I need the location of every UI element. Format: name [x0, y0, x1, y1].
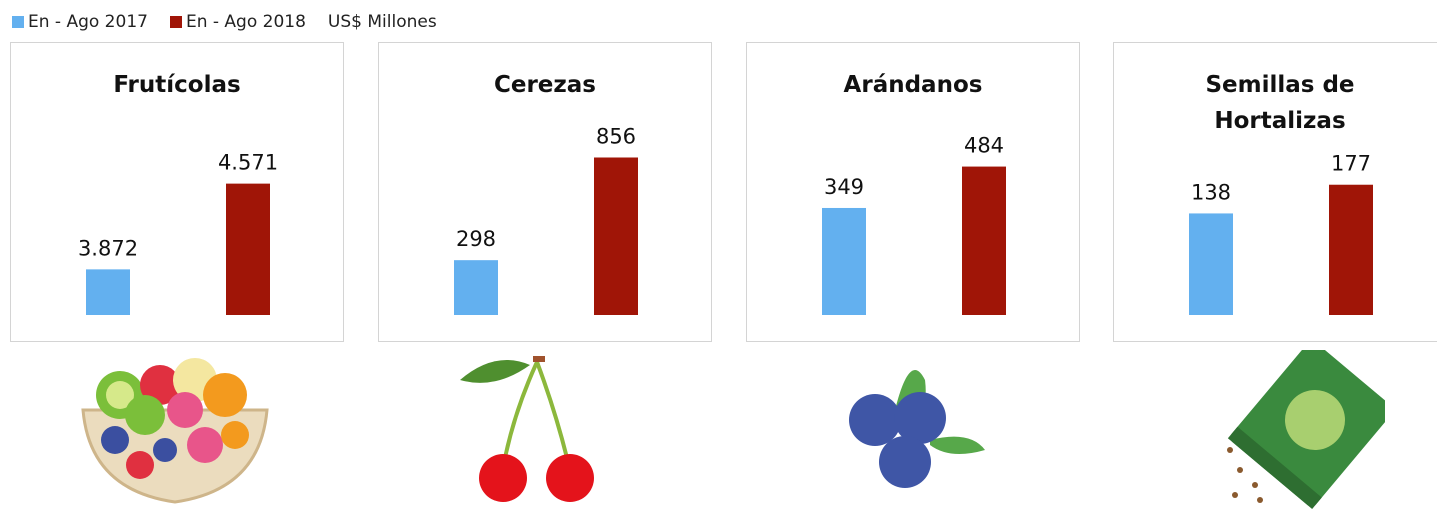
data-label: 856 — [596, 124, 636, 148]
legend-item: En - Ago 2017 — [12, 12, 148, 32]
bar — [822, 208, 866, 315]
legend-label: En - Ago 2018 — [186, 12, 306, 32]
data-label: 484 — [964, 134, 1004, 158]
unit-label: US$ Millones — [328, 12, 437, 32]
data-label: 3.872 — [78, 236, 138, 260]
bar — [594, 157, 638, 315]
bar — [226, 184, 270, 315]
data-label: 349 — [824, 175, 864, 199]
cherry-icon — [455, 350, 615, 509]
page: En - Ago 2017En - Ago 2018US$ Millones F… — [0, 0, 1437, 509]
fruit-bowl-icon — [75, 350, 275, 509]
bar — [962, 167, 1006, 315]
legend-item: En - Ago 2018 — [170, 12, 306, 32]
bar — [454, 260, 498, 315]
bar — [1189, 213, 1233, 315]
seed-packet-icon — [1215, 350, 1385, 509]
chart-svg: 298 856 — [379, 43, 713, 343]
data-label: 138 — [1191, 180, 1231, 204]
legend-swatch — [170, 16, 182, 28]
legend-label: En - Ago 2017 — [28, 12, 148, 32]
chart-svg: 138 177 — [1114, 43, 1437, 343]
bar — [1329, 185, 1373, 315]
data-label: 298 — [456, 227, 496, 251]
bar — [86, 269, 130, 315]
chart-svg: 349 484 — [747, 43, 1081, 343]
blueberry-icon — [840, 350, 1000, 509]
data-label: 4.571 — [218, 151, 278, 175]
data-label: 177 — [1331, 152, 1371, 176]
chart-svg: 3.872 4.571 — [11, 43, 345, 343]
legend-swatch — [12, 16, 24, 28]
legend: En - Ago 2017 En - Ago 2018 US$ Millones — [12, 12, 437, 32]
